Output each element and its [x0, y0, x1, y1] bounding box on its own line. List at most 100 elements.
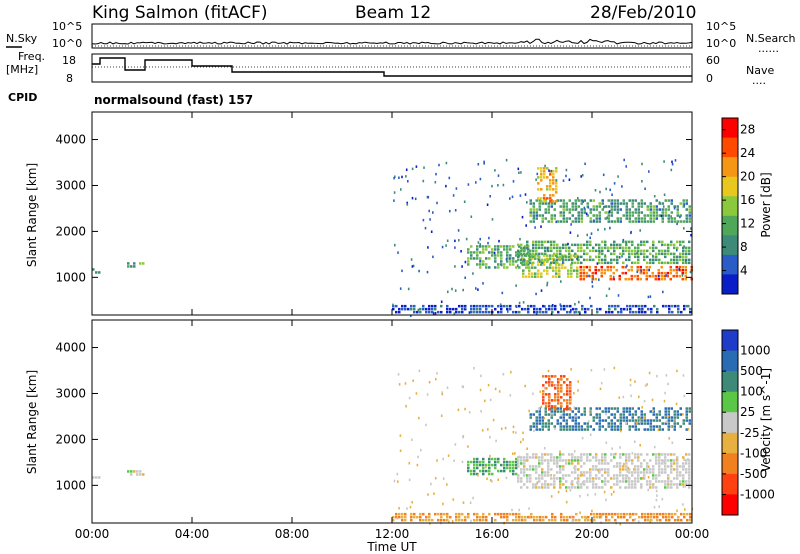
- range-gate-cell: [603, 268, 606, 272]
- range-gate-cell: [446, 512, 449, 516]
- station-title: King Salmon (fitACF): [92, 3, 268, 23]
- range-gate-cell: [550, 243, 553, 246]
- range-gate-cell: [667, 477, 670, 480]
- colorbar-segment: [722, 118, 738, 139]
- range-gate-cell: [547, 413, 550, 416]
- range-gate-cell: [517, 167, 520, 171]
- range-gate-cell: [510, 370, 512, 374]
- range-gate-cell: [687, 457, 689, 461]
- range-gate-cell: [688, 261, 691, 265]
- range-gate-cell: [548, 399, 551, 402]
- range-gate-cell: [392, 307, 395, 311]
- range-gate-cell: [598, 477, 601, 480]
- range-gate-cell: [527, 310, 530, 314]
- range-gate-cell: [643, 477, 646, 480]
- range-gate-cell: [530, 515, 533, 519]
- range-gate-cell: [637, 255, 640, 259]
- range-gate-cell: [670, 202, 673, 205]
- range-gate-cell: [577, 261, 580, 265]
- range-gate-cell: [649, 520, 651, 524]
- range-gate-cell: [127, 470, 130, 473]
- range-gate-cell: [637, 214, 640, 217]
- velocity-colorbar-label: Velocity [m s^-1]: [759, 368, 773, 472]
- range-gate-cell: [667, 413, 670, 416]
- range-gate-cell: [592, 208, 595, 211]
- range-gate-cell: [671, 310, 674, 314]
- range-gate-cell: [503, 512, 506, 516]
- range-gate-cell: [603, 490, 606, 494]
- range-gate-cell: [531, 263, 534, 266]
- range-gate-cell: [667, 382, 669, 386]
- range-gate-cell: [589, 240, 592, 244]
- range-gate-cell: [641, 304, 644, 308]
- range-gate-cell: [428, 512, 431, 516]
- range-gate-cell: [473, 367, 475, 370]
- range-gate-cell: [637, 477, 640, 480]
- range-gate-cell: [636, 251, 639, 255]
- range-gate-cell: [591, 285, 594, 288]
- range-gate-cell: [625, 462, 628, 465]
- range-gate-cell: [583, 206, 586, 210]
- x-tick-label: 04:00: [175, 527, 210, 541]
- range-gate-cell: [547, 474, 550, 477]
- range-gate-cell: [661, 202, 664, 205]
- range-gate-cell: [562, 425, 565, 428]
- range-gate-cell: [655, 211, 658, 214]
- range-gate-cell: [622, 477, 625, 480]
- range-gate-cell: [589, 425, 592, 428]
- range-gate-cell: [428, 310, 431, 314]
- range-gate-cell: [535, 292, 537, 296]
- range-gate-cell: [577, 477, 580, 480]
- range-gate-cell: [538, 246, 541, 250]
- range-gate-cell: [524, 384, 526, 388]
- range-gate-cell: [473, 457, 476, 461]
- range-gate-cell: [652, 220, 655, 223]
- range-gate-cell: [555, 269, 558, 272]
- range-gate-cell: [515, 466, 518, 470]
- range-gate-cell: [575, 415, 577, 418]
- range-gate-cell: [398, 383, 401, 386]
- range-gate-cell: [613, 425, 616, 428]
- range-gate-cell: [535, 246, 538, 250]
- range-gate-cell: [538, 456, 541, 459]
- range-gate-cell: [673, 413, 676, 416]
- range-gate-cell: [575, 512, 578, 516]
- range-gate-cell: [676, 240, 679, 244]
- range-gate-cell: [553, 252, 556, 256]
- range-gate-cell: [432, 211, 434, 214]
- range-gate-cell: [430, 230, 433, 233]
- range-gate-cell: [540, 225, 542, 228]
- range-gate-cell: [559, 246, 562, 250]
- range-gate-cell: [393, 176, 395, 180]
- range-gate-cell: [565, 168, 568, 172]
- range-gate-cell: [587, 420, 590, 423]
- range-gate-cell: [608, 287, 611, 291]
- range-gate-cell: [606, 265, 609, 269]
- range-gate-cell: [632, 304, 635, 308]
- range-gate-cell: [580, 243, 583, 247]
- range-gate-cell: [645, 277, 648, 281]
- range-gate-cell: [604, 471, 607, 474]
- range-gate-cell: [598, 422, 601, 425]
- range-gate-cell: [544, 217, 547, 220]
- range-gate-cell: [432, 312, 435, 315]
- range-gate-cell: [604, 205, 607, 208]
- range-gate-cell: [467, 251, 470, 254]
- range-gate-cell: [634, 255, 637, 259]
- range-gate-cell: [560, 378, 563, 381]
- range-gate-cell: [676, 246, 679, 250]
- range-gate-cell: [475, 181, 477, 184]
- range-gate-cell: [529, 477, 532, 480]
- range-gate-cell: [601, 410, 604, 413]
- range-gate-cell: [521, 215, 524, 219]
- range-gate-cell: [574, 407, 577, 410]
- range-gate-cell: [425, 423, 427, 427]
- range-gate-cell: [470, 245, 473, 248]
- range-gate-cell: [579, 265, 582, 269]
- range-gate-cell: [641, 406, 643, 409]
- range-gate-cell: [522, 431, 524, 435]
- range-gate-cell: [597, 228, 599, 232]
- range-gate-cell: [655, 459, 658, 462]
- range-gate-cell: [494, 254, 497, 257]
